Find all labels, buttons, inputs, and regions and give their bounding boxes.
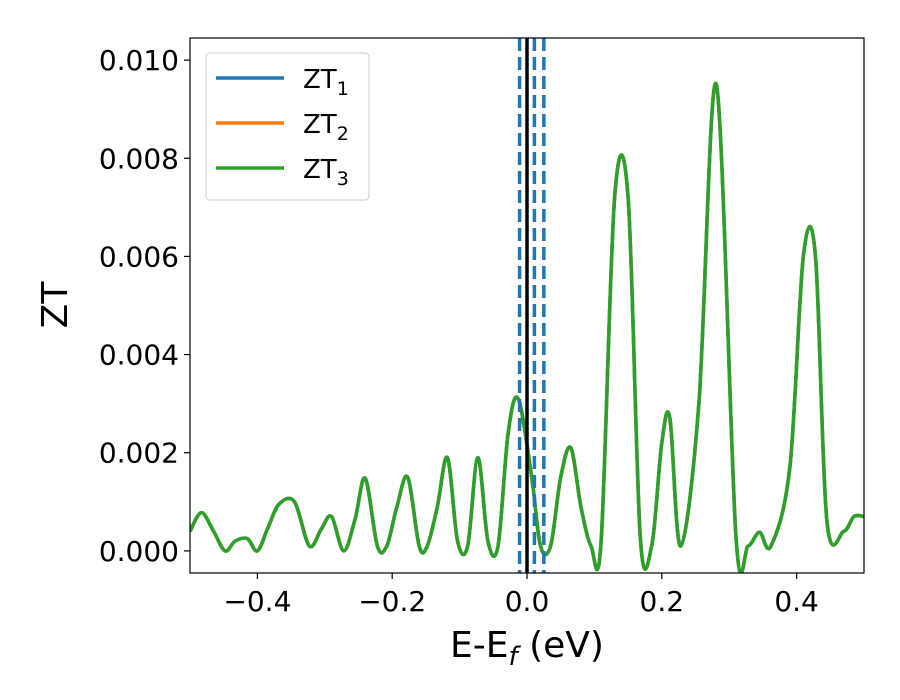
x-axis-label: E-Ef (eV) xyxy=(450,625,604,672)
legend-frame xyxy=(205,52,370,201)
y-tick-label: 0.008 xyxy=(99,142,179,175)
y-tick-label: 0.000 xyxy=(99,535,179,568)
x-tick-label: 0.4 xyxy=(774,585,819,618)
plot-area xyxy=(190,38,864,573)
y-tick-label: 0.004 xyxy=(99,339,179,372)
legend-label-1: ZT1 xyxy=(303,65,349,100)
x-axis-label-main: E-E xyxy=(450,625,508,666)
legend-label-3: ZT3 xyxy=(303,155,349,190)
x-tick-label: 0.0 xyxy=(505,585,550,618)
x-tick-label: −0.2 xyxy=(358,585,426,618)
x-tick-label: 0.2 xyxy=(640,585,685,618)
x-axis: −0.4 −0.2 0.0 0.2 0.4 xyxy=(223,573,819,618)
x-axis-label-suffix: (eV) xyxy=(518,625,604,666)
x-tick-label: −0.4 xyxy=(223,585,291,618)
y-tick-label: 0.002 xyxy=(99,437,179,470)
legend-label-2: ZT2 xyxy=(303,110,349,145)
y-tick-label: 0.006 xyxy=(99,240,179,273)
legend: ZT1 ZT2 ZT3 xyxy=(205,52,370,201)
series-line-3 xyxy=(190,81,864,573)
y-axis-label: ZT xyxy=(35,281,76,329)
y-tick-label: 0.010 xyxy=(99,44,179,77)
y-axis: 0.000 0.002 0.004 0.006 0.008 0.010 xyxy=(99,44,190,568)
